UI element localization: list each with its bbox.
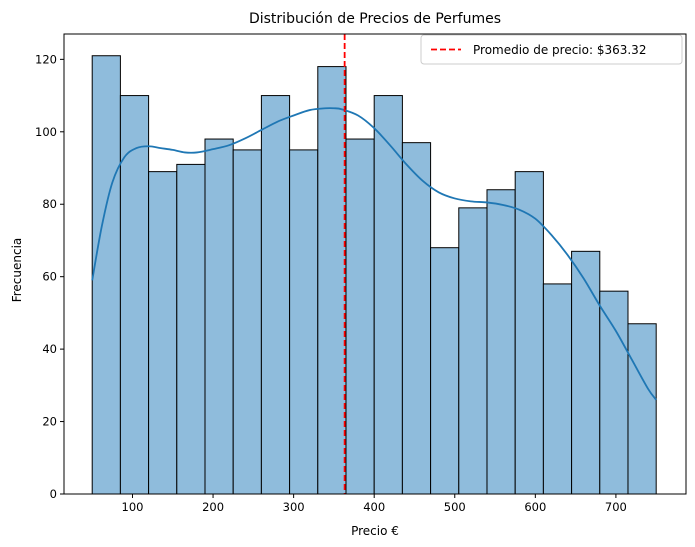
kde-curve [91,107,657,401]
histogram-bar [345,138,375,495]
histogram-bar [119,95,150,495]
histogram-bar [571,250,601,495]
legend-label-mean: Promedio de precio: $363.32 [473,43,646,57]
histogram-bar [514,171,544,495]
histogram-bar [627,323,657,495]
histogram-bar [204,138,234,495]
x-tick-label: 500 [444,500,466,514]
axes-group: 100 200 300 400 500 600 700 0 20 40 60 80 100 120 [35,33,687,514]
kde-curve-group [91,107,657,401]
histogram-bar [176,163,206,495]
y-tick-label: 60 [42,270,57,284]
y-tick-label: 120 [35,52,57,66]
histogram-bar [401,142,432,495]
y-tick-label: 40 [42,342,57,356]
bars-group [91,55,657,495]
histogram-bar [317,66,347,495]
x-tick-label: 600 [524,500,546,514]
chart-title: Distribución de Precios de Perfumes [249,11,501,27]
y-axis-label: Frecuencia [10,238,24,303]
histogram-bar [599,290,629,495]
histogram-bar [486,189,516,495]
x-tick-label: 700 [605,500,627,514]
plot-frame [63,33,687,495]
histogram-bar [148,171,178,495]
legend-box [420,34,683,65]
histogram-bar [232,149,262,495]
y-tick-label: 20 [42,415,57,429]
histogram-bar [289,149,319,495]
y-tick-label: 0 [50,487,57,501]
legend: Promedio de precio: $363.32 [420,34,683,65]
x-tick-label: 100 [122,500,144,514]
histogram-bar [542,283,573,495]
x-tick-label: 200 [202,500,224,514]
x-tick-label: 400 [363,500,385,514]
x-axis-label: Precio € [351,524,399,538]
histogram-bar [91,55,121,495]
histogram-bar [458,207,488,495]
histogram-bar [260,95,291,495]
histogram-bar [430,247,460,495]
y-tick-label: 80 [42,197,57,211]
x-tick-label: 300 [283,500,305,514]
y-tick-label: 100 [35,125,57,139]
